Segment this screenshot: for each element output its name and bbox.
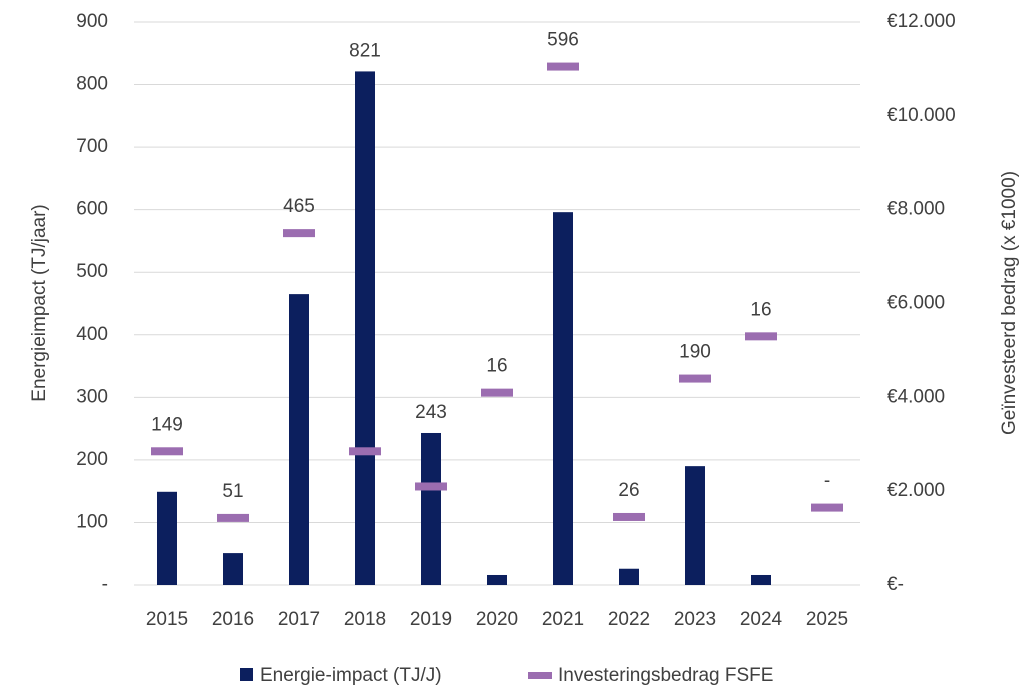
marker (547, 62, 579, 71)
bar (553, 212, 573, 585)
y-tick-label: 700 (76, 136, 108, 157)
y-tick-label: 300 (76, 386, 108, 407)
bar (289, 294, 309, 585)
marker (679, 374, 711, 383)
x-tick-label: 2022 (608, 609, 650, 630)
y2-tick-label: €8.000 (887, 199, 945, 220)
data-label: 16 (750, 299, 771, 320)
marker (415, 482, 447, 491)
data-label: - (824, 471, 830, 492)
bar (487, 574, 507, 585)
marker (151, 447, 183, 456)
data-label: 51 (222, 481, 243, 502)
marker (283, 229, 315, 238)
bar (619, 568, 639, 585)
data-label: 465 (283, 196, 315, 217)
x-tick-label: 2025 (806, 609, 848, 630)
data-label: 243 (415, 402, 447, 423)
x-tick-label: 2016 (212, 609, 254, 630)
y2-tick-label: €- (887, 574, 904, 595)
y-tick-label: 100 (76, 511, 108, 532)
y-tick-label: 200 (76, 449, 108, 470)
x-tick-label: 2023 (674, 609, 716, 630)
y-tick-label: 500 (76, 261, 108, 282)
x-tick-label: 2024 (740, 609, 783, 630)
x-tick-label: 2020 (476, 609, 518, 630)
y-tick-label: 800 (76, 74, 108, 95)
bar (421, 432, 441, 585)
x-tick-label: 2015 (146, 609, 188, 630)
marker (349, 447, 381, 456)
y-tick-label: 900 (76, 11, 108, 32)
y2-tick-label: €2.000 (887, 480, 945, 501)
data-label: 26 (618, 480, 639, 501)
marker (613, 512, 645, 521)
y2-tick-label: €10.000 (887, 105, 956, 126)
x-tick-label: 2018 (344, 609, 386, 630)
x-tick-label: 2021 (542, 609, 584, 630)
y2-tick-label: €6.000 (887, 293, 945, 314)
bar (685, 466, 705, 585)
marker (811, 503, 843, 512)
y2-tick-label: €12.000 (887, 11, 956, 32)
legend-label: Energie-impact (TJ/J) (260, 665, 442, 686)
data-label: 596 (547, 30, 579, 51)
legend-swatch (528, 672, 552, 679)
y2-tick-label: €4.000 (887, 386, 945, 407)
bar (355, 71, 375, 586)
legend-swatch (240, 668, 253, 681)
bar (157, 491, 177, 585)
data-label: 16 (486, 356, 507, 377)
y-tick-label: - (102, 574, 108, 595)
x-tick-label: 2019 (410, 609, 452, 630)
x-tick-label: 2017 (278, 609, 320, 630)
bar (223, 553, 243, 585)
bar (751, 574, 771, 585)
data-label: 190 (679, 342, 711, 363)
data-label: 149 (151, 414, 183, 435)
y2-axis-title: Geïnvesteerd bedrag (x €1000) (999, 171, 1020, 435)
y-tick-label: 400 (76, 324, 108, 345)
y-axis-title: Energieimpact (TJ/jaar) (29, 204, 50, 401)
marker (217, 513, 249, 522)
legend-label: Investeringsbedrag FSFE (558, 665, 773, 686)
data-label: 821 (349, 40, 381, 61)
marker (745, 332, 777, 341)
marker (481, 388, 513, 397)
y-tick-label: 600 (76, 199, 108, 220)
